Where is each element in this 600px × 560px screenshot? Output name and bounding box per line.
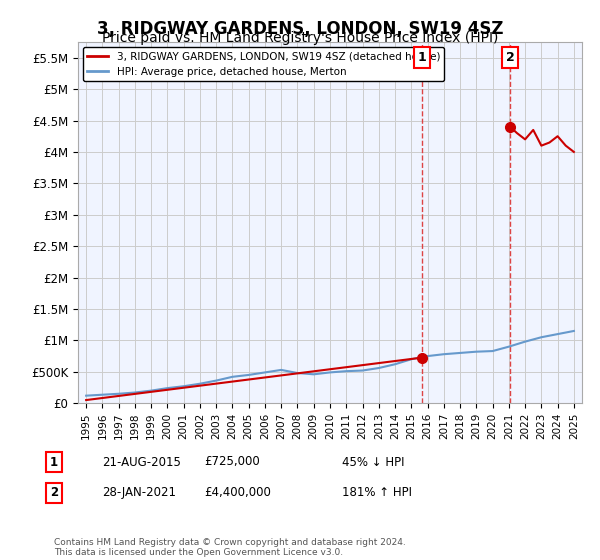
Text: 2: 2 bbox=[506, 51, 515, 64]
Legend: 3, RIDGWAY GARDENS, LONDON, SW19 4SZ (detached house), HPI: Average price, detac: 3, RIDGWAY GARDENS, LONDON, SW19 4SZ (de… bbox=[83, 47, 444, 81]
Text: 2: 2 bbox=[50, 486, 58, 500]
Text: £725,000: £725,000 bbox=[204, 455, 260, 469]
Text: 3, RIDGWAY GARDENS, LONDON, SW19 4SZ: 3, RIDGWAY GARDENS, LONDON, SW19 4SZ bbox=[97, 20, 503, 38]
Text: 181% ↑ HPI: 181% ↑ HPI bbox=[342, 486, 412, 500]
Text: 1: 1 bbox=[50, 455, 58, 469]
Text: Contains HM Land Registry data © Crown copyright and database right 2024.
This d: Contains HM Land Registry data © Crown c… bbox=[54, 538, 406, 557]
Text: £4,400,000: £4,400,000 bbox=[204, 486, 271, 500]
Text: 45% ↓ HPI: 45% ↓ HPI bbox=[342, 455, 404, 469]
Text: Price paid vs. HM Land Registry's House Price Index (HPI): Price paid vs. HM Land Registry's House … bbox=[102, 31, 498, 45]
Text: 21-AUG-2015: 21-AUG-2015 bbox=[102, 455, 181, 469]
Text: 1: 1 bbox=[418, 51, 426, 64]
Text: 28-JAN-2021: 28-JAN-2021 bbox=[102, 486, 176, 500]
